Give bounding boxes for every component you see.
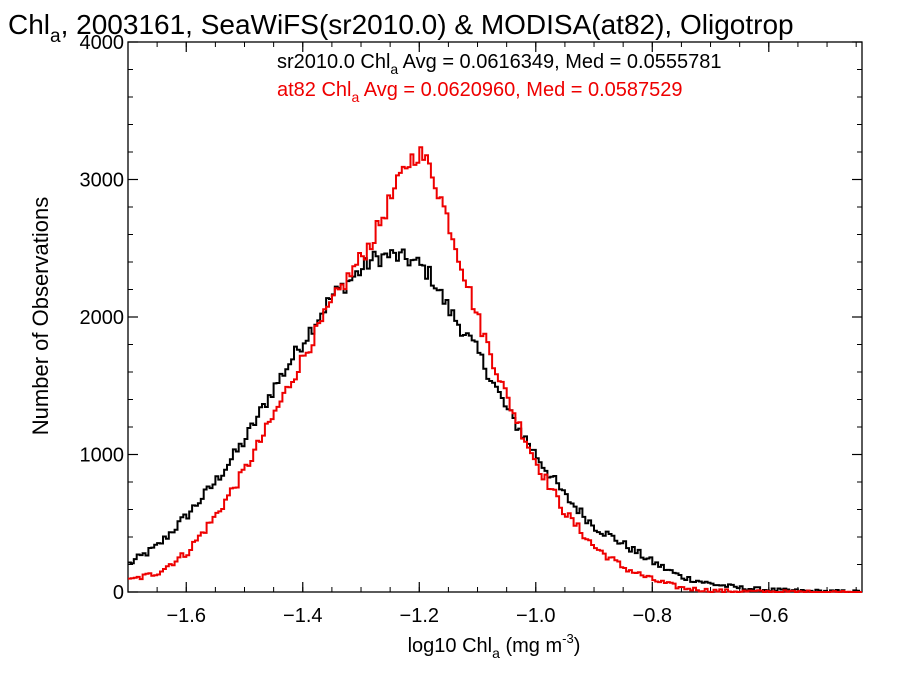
x-tick-label: −1.4 [283, 605, 322, 627]
series-sr2010.0-line [128, 248, 862, 593]
y-axis-label: Number of Observations [28, 197, 53, 435]
annotation-sr2010: sr2010.0 Chla Avg = 0.0616349, Med = 0.0… [277, 51, 721, 77]
y-tick-label: 1000 [80, 445, 125, 467]
x-tick-label: −0.8 [633, 605, 672, 627]
x-tick-label: −1.2 [400, 605, 439, 627]
x-tick-label: −1.0 [516, 605, 555, 627]
plot-area: −1.6 −1.4 −1.2 −1.0 −0.8 −0.6 0 1000 2000 3000 400… [80, 32, 863, 627]
plot-frame [127, 41, 863, 593]
y-tick-label: 3000 [80, 170, 125, 192]
x-axis-label: log10 Chla (mg m-3) [408, 631, 581, 661]
y-tick-label: 0 [113, 582, 124, 604]
y-tick-label: 2000 [80, 307, 125, 329]
series-at82-line [128, 146, 862, 593]
annotation-at82: at82 Chla Avg = 0.0620960, Med = 0.05875… [277, 79, 683, 105]
x-tick-label: −0.6 [749, 605, 788, 627]
chart-title: Chla, 2003161, SeaWiFS(sr2010.0) & MODIS… [8, 9, 794, 47]
y-tick-label: 4000 [80, 32, 125, 54]
x-tick-label: −1.6 [167, 605, 206, 627]
